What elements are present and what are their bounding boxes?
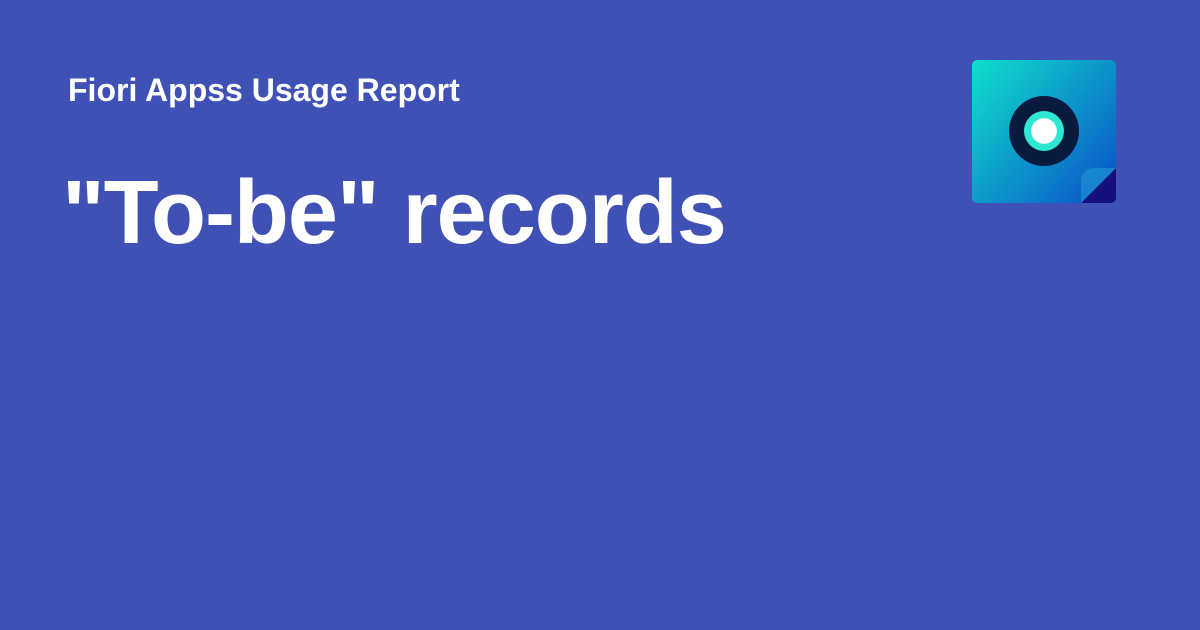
report-title: "To-be" records [62,163,727,263]
report-subtitle: Fiori Appss Usage Report [68,72,460,108]
record-logo-icon [972,60,1116,203]
